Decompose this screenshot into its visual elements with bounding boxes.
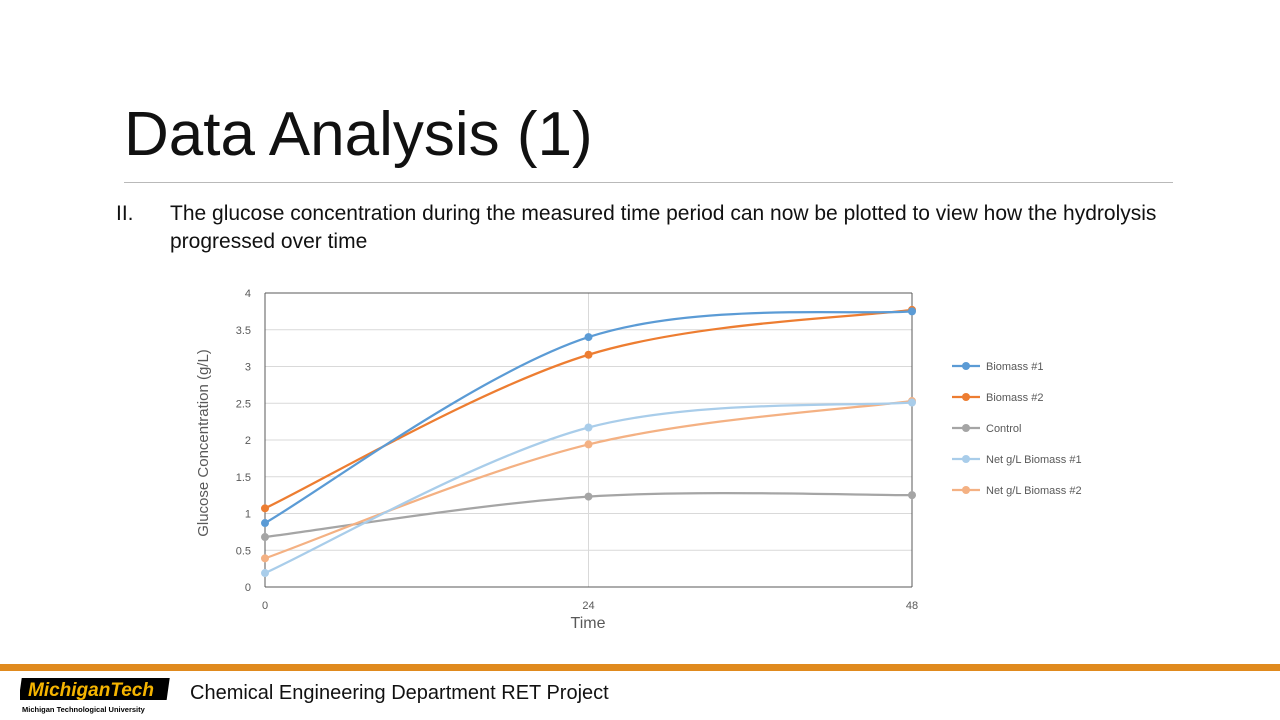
legend-label-net-g-l-biomass-1: Net g/L Biomass #1: [986, 454, 1082, 466]
data-point-net-g-l-biomass-2: [584, 440, 593, 449]
legend-label-control: Control: [986, 423, 1021, 435]
legend-marker-net-g-l-biomass-2: [962, 486, 970, 494]
legend-label-biomass-2: Biomass #2: [986, 392, 1043, 404]
data-point-biomass-1: [908, 307, 916, 316]
chart-legend: Biomass #1 Biomass #2 Control Net g/L Bioma…: [952, 361, 1082, 497]
y-tick-label: 2: [245, 435, 251, 447]
data-point-biomass-2: [584, 350, 593, 359]
bullet-text: The glucose concentration during the mea…: [170, 202, 1157, 253]
michigan-tech-logo: MichiganTech Michigan Technological Univ…: [20, 678, 170, 714]
footer-accent-bar: [0, 664, 1280, 671]
legend-label-biomass-1: Biomass #1: [986, 361, 1043, 373]
data-point-biomass-1: [584, 333, 593, 342]
data-point-biomass-2: [261, 504, 269, 513]
data-point-control: [908, 491, 916, 500]
y-tick-label: 4: [245, 288, 251, 300]
y-tick-label: 1: [245, 509, 251, 521]
y-tick-label: 0.5: [236, 545, 251, 557]
x-axis-label: Time: [571, 615, 606, 632]
x-tick-label: 0: [262, 600, 268, 612]
y-axis-label: Glucose Concentration (g/L): [195, 349, 212, 537]
data-point-net-g-l-biomass-1: [261, 569, 269, 578]
chart-series: [261, 305, 916, 578]
data-point-net-g-l-biomass-1: [584, 423, 593, 432]
title-divider: [124, 182, 1173, 183]
y-tick-label: 2.5: [236, 398, 251, 410]
slide-title: Data Analysis (1): [124, 100, 593, 169]
data-point-control: [261, 533, 269, 542]
y-tick-label: 0: [245, 582, 251, 594]
bullet-number: II.: [116, 202, 134, 225]
legend-marker-biomass-1: [962, 362, 970, 370]
data-point-net-g-l-biomass-1: [908, 398, 916, 407]
x-tick-label: 48: [906, 600, 918, 612]
legend-marker-net-g-l-biomass-1: [962, 455, 970, 463]
y-tick-label: 1.5: [236, 472, 251, 484]
legend-label-net-g-l-biomass-2: Net g/L Biomass #2: [986, 485, 1082, 497]
y-tick-label: 3: [245, 362, 251, 374]
data-point-biomass-1: [261, 519, 269, 528]
y-tick-label: 3.5: [236, 325, 251, 337]
footer-text: Chemical Engineering Department RET Proj…: [190, 682, 609, 704]
svg-text:MichiganTech: MichiganTech: [28, 680, 154, 701]
legend-marker-control: [962, 424, 970, 432]
chart-axes: 0 0.5 1 1.5 2 2.5 3 3.5 4 0 24 48: [236, 288, 918, 612]
data-point-net-g-l-biomass-2: [261, 554, 269, 563]
svg-text:Michigan Technological Univers: Michigan Technological University: [22, 705, 146, 714]
data-point-control: [584, 492, 593, 501]
legend-marker-biomass-2: [962, 393, 970, 401]
x-tick-label: 24: [582, 600, 594, 612]
